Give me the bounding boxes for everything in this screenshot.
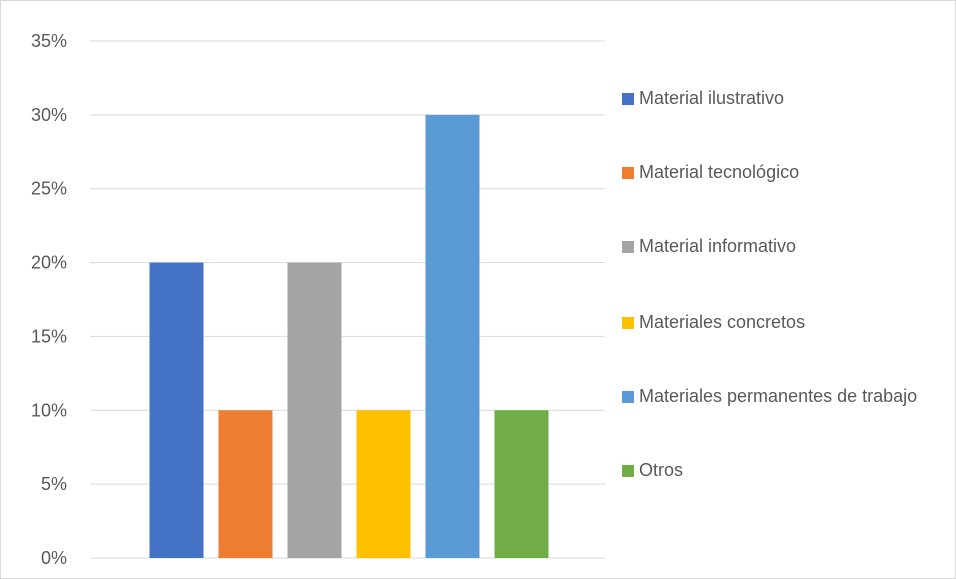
- y-axis-tick-labels: 0% 5% 10% 15% 20% 25% 30% 35%: [31, 31, 67, 568]
- legend-item-material-informativo: Material informativo: [622, 234, 947, 259]
- y-tick-label: 5%: [41, 474, 67, 494]
- legend-swatch-material-ilustrativo: [622, 93, 634, 105]
- bar-material-informativo: [287, 262, 342, 558]
- legend-item-materiales-concretos: Materiales concretos: [622, 310, 947, 335]
- legend-swatch-otros: [622, 465, 634, 477]
- legend-label-materiales-concretos: Materiales concretos: [639, 312, 806, 332]
- legend-label-material-tecnologico: Material tecnológico: [639, 162, 800, 182]
- bar-otros: [494, 410, 549, 558]
- y-tick-label: 10%: [31, 400, 67, 420]
- y-tick-label: 15%: [31, 326, 67, 346]
- bar-materiales-concretos: [356, 410, 411, 558]
- legend-item-materiales-permanentes-de-trabajo: Materiales permanentes de trabajo: [622, 384, 947, 409]
- bar-material-tecnologico: [218, 410, 273, 558]
- legend-swatch-material-tecnologico: [622, 167, 634, 179]
- y-tick-label: 20%: [31, 253, 67, 273]
- y-tick-label: 0%: [41, 548, 67, 568]
- legend-item-otros: Otros: [622, 458, 947, 483]
- bars: [149, 114, 549, 558]
- legend-label-material-ilustrativo: Material ilustrativo: [639, 88, 785, 108]
- legend-swatch-material-informativo: [622, 241, 634, 253]
- legend-swatch-materiales-concretos: [622, 317, 634, 329]
- y-tick-label: 35%: [31, 31, 67, 51]
- legend-label-otros: Otros: [639, 460, 684, 480]
- legend-item-material-tecnologico: Material tecnológico: [622, 160, 947, 185]
- y-tick-label: 25%: [31, 179, 67, 199]
- legend-item-material-ilustrativo: Material ilustrativo: [622, 86, 947, 111]
- legend-swatch-materiales-permanentes-de-trabajo: [622, 391, 634, 403]
- legend-label-material-informativo: Material informativo: [639, 236, 797, 256]
- bar-materiales-permanentes-de-trabajo: [425, 114, 480, 558]
- bar-material-ilustrativo: [149, 262, 204, 558]
- y-tick-label: 30%: [31, 105, 67, 125]
- legend-label-materiales-permanentes-de-trabajo: Materiales permanentes de trabajo: [639, 386, 918, 406]
